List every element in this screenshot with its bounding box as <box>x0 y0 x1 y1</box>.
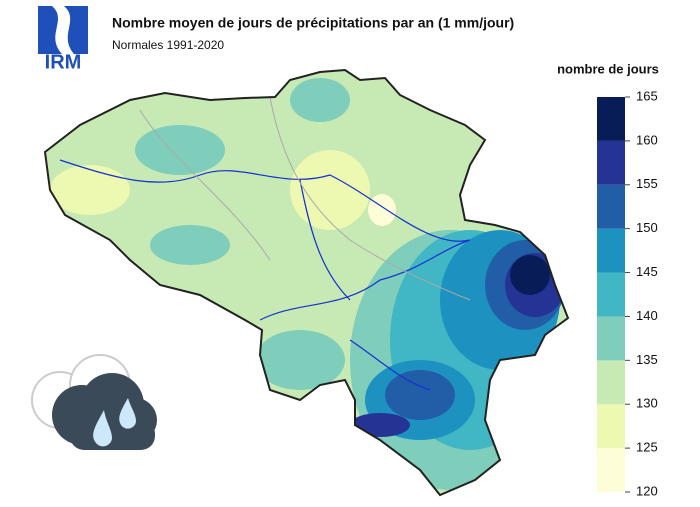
legend-swatch <box>597 272 625 317</box>
legend-swatch <box>597 140 625 185</box>
legend-swatch <box>597 404 625 449</box>
rain-icon <box>31 354 157 450</box>
legend-tick-label: 155 <box>636 176 658 191</box>
legend-swatch <box>597 97 625 141</box>
legend-swatch <box>597 184 625 229</box>
legend-tick-label: 160 <box>636 132 658 147</box>
legend-tick-label: 135 <box>636 352 658 367</box>
legend-tick-label: 120 <box>636 483 658 498</box>
legend-tick-label: 125 <box>636 440 658 455</box>
legend-swatch <box>597 360 625 405</box>
legend: 120 125 130 135 140 145 150 155 160 165 <box>597 88 658 498</box>
legend-swatch <box>597 316 625 361</box>
legend-swatch <box>597 228 625 273</box>
legend-tick-label: 145 <box>636 264 658 279</box>
logo-text: IRM <box>45 51 82 73</box>
title: Nombre moyen de jours de précipitations … <box>112 15 514 31</box>
legend-tick-label: 150 <box>636 220 658 235</box>
legend-title: nombre de jours <box>557 61 659 76</box>
legend-tick-label: 140 <box>636 308 658 323</box>
legend-swatch <box>597 448 625 492</box>
legend-tick-label: 130 <box>636 396 658 411</box>
legend-tick-label: 165 <box>636 88 658 103</box>
subtitle: Normales 1991-2020 <box>112 38 224 52</box>
logo: IRM <box>38 6 88 73</box>
